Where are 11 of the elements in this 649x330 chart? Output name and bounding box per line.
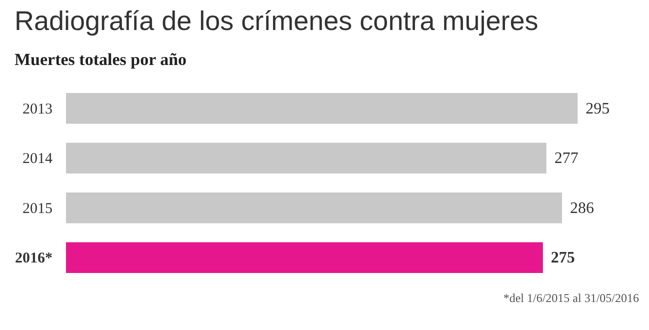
data-label: 286 <box>570 200 594 217</box>
text: *del 1/6/2015 al 31/05/2016 <box>503 291 639 305</box>
y-tick-label: 2015 <box>22 200 52 217</box>
data-label: 295 <box>586 100 610 118</box>
data-label: 277 <box>554 150 578 168</box>
chart-title: Radiografía de los crímenes contra mujeres <box>14 6 538 36</box>
y-tick-label: 2013 <box>22 101 52 118</box>
y-tick-label: 2014 <box>22 151 53 168</box>
y-tick-label: 2016* <box>15 250 52 267</box>
data-label: 275 <box>550 250 575 267</box>
chart-subtitle: Muertes totales por año <box>14 50 187 69</box>
